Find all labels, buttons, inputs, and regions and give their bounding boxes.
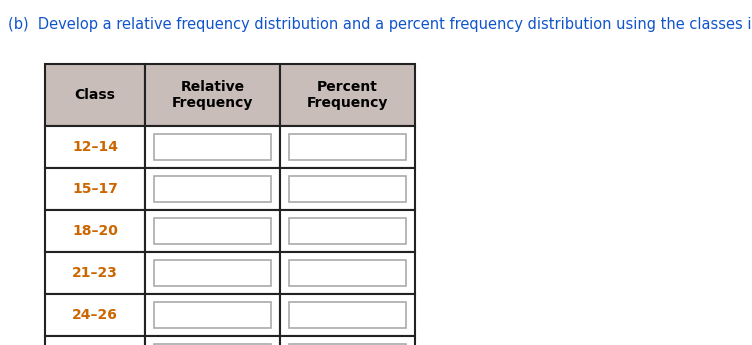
Text: 21–23: 21–23 <box>72 266 118 280</box>
Bar <box>45 294 145 336</box>
Bar <box>45 64 145 126</box>
Bar <box>145 336 280 345</box>
Bar <box>280 252 415 294</box>
Bar <box>154 302 271 328</box>
Bar <box>145 64 280 126</box>
Bar <box>280 168 415 210</box>
Bar <box>290 134 405 160</box>
Bar <box>154 176 271 203</box>
Bar <box>280 64 415 126</box>
Bar <box>290 259 405 286</box>
Bar <box>290 218 405 245</box>
Text: 18–20: 18–20 <box>72 224 118 238</box>
Bar <box>280 294 415 336</box>
Text: (b)  Develop a relative frequency distribution and a percent frequency distribut: (b) Develop a relative frequency distrib… <box>8 17 752 32</box>
Bar <box>280 336 415 345</box>
Text: Class: Class <box>74 88 116 102</box>
Bar <box>45 252 145 294</box>
Bar <box>290 302 405 328</box>
Bar <box>154 218 271 245</box>
Bar <box>145 252 280 294</box>
Bar <box>154 259 271 286</box>
Bar <box>154 344 271 345</box>
Bar <box>290 344 405 345</box>
Bar <box>290 176 405 203</box>
Text: 24–26: 24–26 <box>72 308 118 322</box>
Bar <box>45 336 145 345</box>
Bar <box>145 210 280 252</box>
Bar <box>145 168 280 210</box>
Text: Percent
Frequency: Percent Frequency <box>307 80 388 110</box>
Text: 12–14: 12–14 <box>72 140 118 154</box>
Bar <box>280 210 415 252</box>
Text: 15–17: 15–17 <box>72 182 118 196</box>
Text: Relative
Frequency: Relative Frequency <box>171 80 253 110</box>
Bar <box>145 126 280 168</box>
Bar <box>45 210 145 252</box>
Bar <box>154 134 271 160</box>
Bar <box>45 126 145 168</box>
Bar <box>145 294 280 336</box>
Bar <box>280 126 415 168</box>
Bar <box>45 168 145 210</box>
